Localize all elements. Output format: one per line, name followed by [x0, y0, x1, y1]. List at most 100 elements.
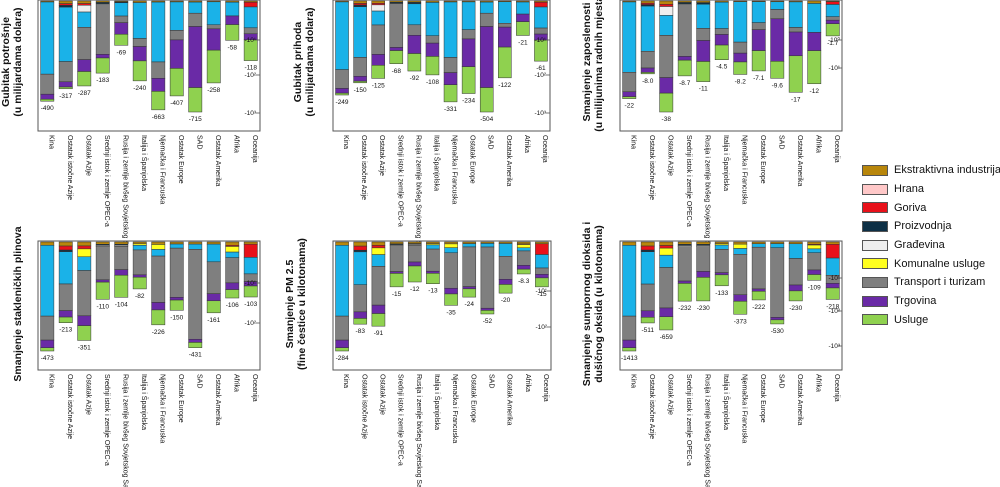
bar-segment — [751, 290, 766, 301]
legend-swatch — [862, 239, 888, 251]
data-label: -8.0 — [642, 78, 654, 85]
bar-stack — [696, 241, 711, 302]
bar-segment — [225, 257, 240, 284]
data-label: -118 — [244, 65, 257, 72]
bar-segment — [77, 27, 92, 60]
bar-segment — [58, 0, 73, 4]
bar-segment — [371, 54, 385, 66]
bar-stack — [243, 241, 258, 298]
x-tick-label: Srednji istok i zemlje OPEC-a — [396, 135, 403, 227]
bar-segment — [788, 243, 803, 259]
bar-segment — [225, 1, 240, 17]
bar-segment — [751, 50, 766, 72]
bar-segment — [770, 18, 785, 62]
bar-stack — [353, 0, 367, 84]
bar-segment — [751, 246, 766, 290]
bar-segment — [479, 26, 494, 88]
bar-segment — [225, 282, 240, 290]
chart-panel-6: -1413 Kina -511 Ostatak istočne Azije -659 Os… — [581, 222, 843, 487]
bar-stack — [770, 241, 785, 325]
bar-segment — [516, 244, 531, 249]
bar-segment — [371, 266, 386, 306]
bar-segment — [243, 257, 258, 275]
bar-segment — [335, 1, 349, 70]
bar-segment — [407, 24, 422, 36]
x-tick-label: Ostatak Amerika — [796, 374, 803, 425]
y-tick-label: -10¹ — [244, 280, 256, 287]
bar-segment — [425, 35, 440, 44]
plot-frame — [37, 0, 261, 132]
bar-stack — [714, 0, 729, 60]
data-label: -284 — [336, 355, 349, 362]
bar-segment — [371, 24, 385, 55]
data-label: -24 — [465, 301, 475, 308]
bar-stack — [444, 241, 458, 306]
legend-item-transport: Transport i turizam — [862, 273, 998, 292]
bar-segment — [807, 248, 822, 253]
bar-segment — [516, 21, 530, 36]
bar-segment — [640, 251, 655, 285]
data-label: -68 — [392, 68, 402, 75]
bar-stack — [95, 241, 110, 300]
bar-stack — [788, 0, 803, 93]
bar-stack — [516, 0, 530, 36]
bar-segment — [622, 245, 637, 317]
x-tick-label: Ostatak Europe — [469, 374, 476, 423]
bar-stack — [353, 241, 368, 325]
legend-label: Ekstraktivna industrija — [894, 164, 1000, 177]
bar-segment — [770, 247, 785, 318]
legend-swatch — [862, 220, 888, 232]
y-axis-label: Gubitak potrošnje(u milijardama dolara) — [0, 7, 24, 116]
bar-segment — [188, 26, 203, 88]
x-tick-label: Srednji istok i zemlje OPEC-a — [685, 374, 692, 466]
bar-segment — [353, 6, 367, 58]
bar-stack — [825, 0, 840, 37]
data-label: -103 — [244, 301, 257, 308]
bar-stack — [77, 241, 92, 341]
bar-segment — [132, 46, 147, 62]
legend-item-hrana: Hrana — [862, 180, 998, 199]
bar-segment — [425, 56, 440, 76]
bar-segment — [77, 270, 92, 317]
bar-segment — [77, 3, 92, 6]
bar-segment — [714, 274, 729, 287]
legend-swatch — [862, 258, 888, 270]
data-label: -61 — [536, 65, 546, 72]
bar-segment — [58, 245, 73, 251]
bar-segment — [389, 271, 404, 274]
bar-segment — [77, 11, 92, 28]
data-label: -12 — [810, 88, 820, 95]
bar-segment — [225, 24, 240, 41]
bar-segment — [714, 241, 729, 245]
bar-segment — [77, 4, 92, 13]
bar-segment — [389, 47, 404, 51]
bar-stack — [335, 241, 349, 352]
data-label: -150 — [170, 314, 183, 321]
x-tick-label: Ostatak istočne Azije — [66, 374, 73, 439]
bar-segment — [443, 72, 458, 85]
data-label: -150 — [354, 87, 367, 94]
bar-segment — [751, 243, 766, 248]
y-tick-label: -10³ — [828, 343, 840, 350]
bar-stack — [407, 241, 422, 283]
x-tick-label: SAD — [777, 374, 784, 388]
legend-label: Transport i turizam — [894, 276, 986, 289]
bar-segment — [825, 244, 840, 259]
data-label: -17 — [791, 96, 801, 103]
bar-stack — [132, 0, 147, 82]
bar-segment — [444, 293, 458, 306]
bar-segment — [696, 3, 711, 29]
bar-stack — [677, 0, 692, 77]
y-axis-label: Smanjenje stakleničkih plinova — [12, 226, 24, 381]
bar-segment — [498, 279, 513, 285]
y-axis-label: Gubitak prihoda(u milijardama dolara) — [292, 7, 316, 116]
bar-segment — [243, 1, 258, 8]
bar-segment — [516, 1, 530, 15]
bar-segment — [461, 38, 476, 67]
x-tick-label: Ostatak Europe — [177, 374, 184, 423]
bar-segment — [714, 244, 729, 250]
bar-segment — [114, 33, 129, 46]
x-tick-label: Italija i Španjolska — [432, 135, 441, 191]
bar-segment — [40, 1, 55, 75]
